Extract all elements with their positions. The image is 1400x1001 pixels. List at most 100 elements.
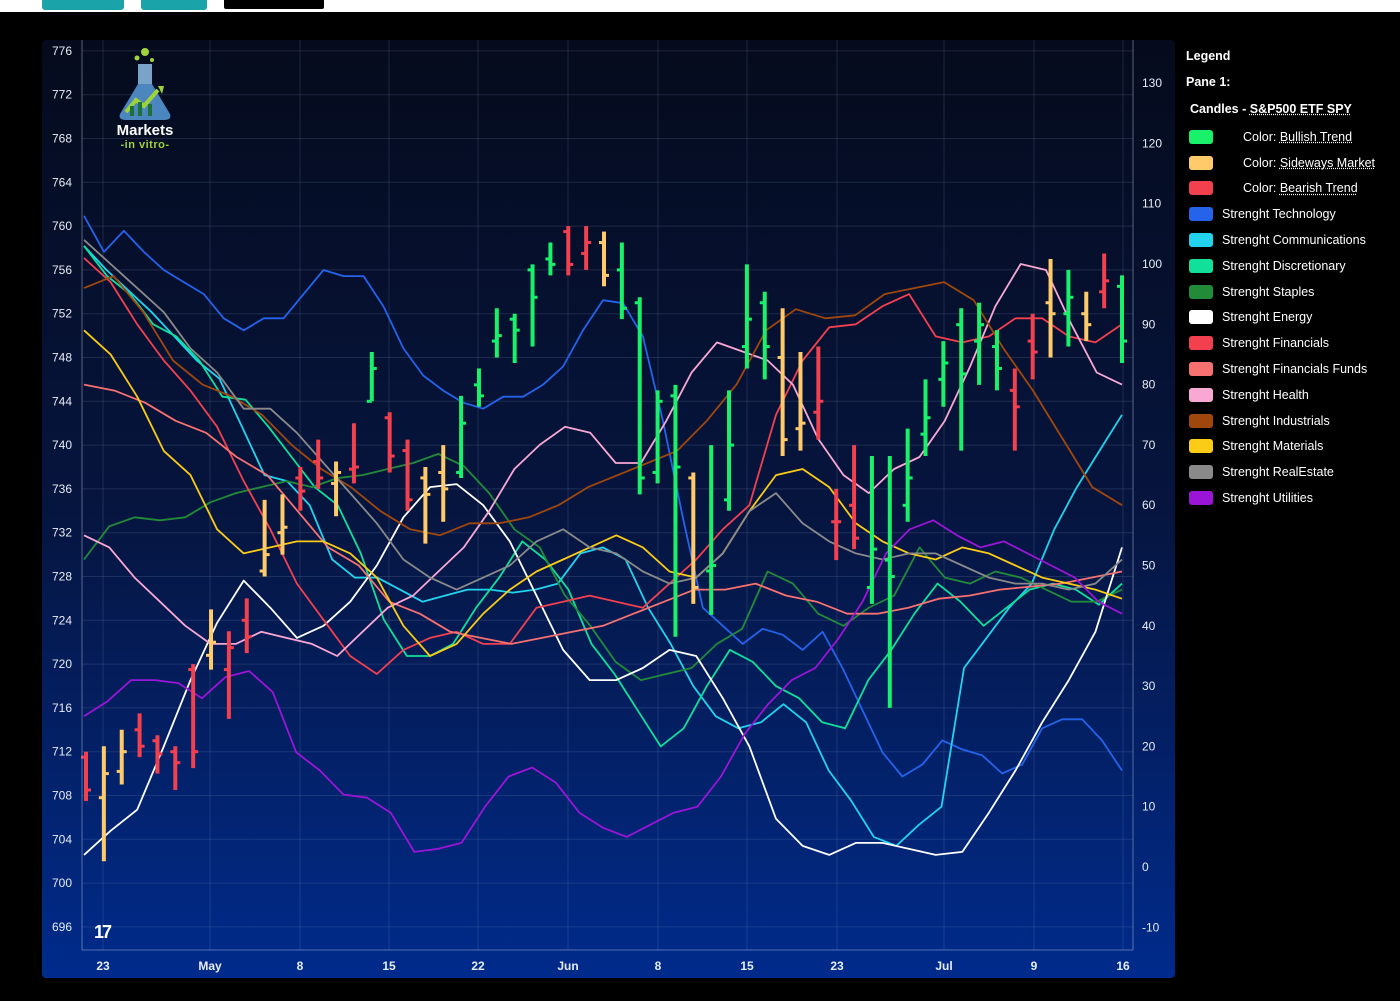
y-right-tick-label: 120 bbox=[1142, 136, 1162, 150]
legend-swatch bbox=[1189, 310, 1213, 325]
candle-bear bbox=[1009, 368, 1020, 451]
candle-side bbox=[777, 308, 788, 457]
legend-item-strenght-staples[interactable]: Strenght Staples bbox=[1186, 279, 1400, 305]
legend-item-strenght-health[interactable]: Strenght Health bbox=[1186, 382, 1400, 408]
flask-icon bbox=[119, 48, 171, 120]
candle-bull bbox=[545, 242, 556, 276]
y-left-tick-label: 740 bbox=[52, 438, 72, 452]
candle-bear bbox=[134, 713, 145, 758]
legend-item-label: Strenght Industrials bbox=[1222, 413, 1330, 428]
legend-item-strenght-utilities[interactable]: Strenght Utilities bbox=[1186, 485, 1400, 511]
y-left-tick-label: 720 bbox=[52, 657, 72, 671]
legend-candles-symbol: S&P500 ETF SPY bbox=[1249, 102, 1352, 116]
candle-bear bbox=[348, 423, 359, 484]
y-left-tick-label: 760 bbox=[52, 219, 72, 233]
legend-item-strenght-communications[interactable]: Strenght Communications bbox=[1186, 227, 1400, 253]
y-left-tick-label: 768 bbox=[52, 132, 72, 146]
legend-item-strenght-financials[interactable]: Strenght Financials bbox=[1186, 330, 1400, 356]
candle-bear bbox=[384, 412, 395, 473]
y-left-tick-label: 772 bbox=[52, 88, 72, 102]
candle-bull bbox=[706, 445, 717, 615]
candle-side bbox=[438, 445, 449, 522]
legend-candle-color-text: Color: Bullish Trend bbox=[1222, 130, 1352, 144]
legend-item-label: Strenght Materials bbox=[1222, 439, 1324, 454]
legend-item-strenght-financials-funds[interactable]: Strenght Financials Funds bbox=[1186, 356, 1400, 382]
x-tick-label: 15 bbox=[740, 959, 754, 973]
candle-bull bbox=[938, 341, 949, 407]
legend-item-strenght-energy[interactable]: Strenght Energy bbox=[1186, 305, 1400, 331]
legend-swatch bbox=[1189, 207, 1213, 222]
legend-color-label: Bullish Trend bbox=[1279, 129, 1353, 144]
candle-bear bbox=[563, 226, 574, 276]
candle-bear bbox=[402, 439, 413, 511]
legend-item-label: Strenght Financials Funds bbox=[1222, 362, 1368, 377]
legend-swatch bbox=[1189, 439, 1213, 454]
legend-color-prefix: Color: bbox=[1243, 155, 1280, 170]
y-right-tick-label: 70 bbox=[1142, 438, 1156, 452]
y-left-tick-label: 724 bbox=[52, 613, 72, 627]
y-left-tick-label: 716 bbox=[52, 701, 72, 715]
y-left-tick-label: 744 bbox=[52, 394, 72, 408]
series-line-strenght-financials-funds bbox=[83, 383, 1123, 645]
y-right-tick-label: 130 bbox=[1142, 76, 1162, 90]
legend-color-label: Bearish Trend bbox=[1279, 181, 1358, 196]
candle-bear bbox=[223, 631, 234, 719]
legend-item-strenght-realestate[interactable]: Strenght RealEstate bbox=[1186, 459, 1400, 485]
candle-bull bbox=[974, 302, 985, 385]
legend-color-label: Sideways Market bbox=[1279, 155, 1376, 170]
x-tick-label: 9 bbox=[1031, 959, 1038, 973]
toolbar-button-1[interactable] bbox=[42, 0, 124, 10]
y-left-tick-label: 704 bbox=[52, 832, 72, 846]
legend-item-strenght-industrials[interactable]: Strenght Industrials bbox=[1186, 408, 1400, 434]
candle-bull bbox=[759, 291, 770, 380]
tradingview-logo[interactable]: 17 bbox=[94, 922, 112, 942]
candle-bull bbox=[473, 368, 484, 407]
candle-bull bbox=[366, 352, 377, 403]
legend-swatch bbox=[1189, 413, 1213, 428]
chart-panel[interactable]: 776 772 768 764 760 756 752 748 744 740 736 732 728 7… bbox=[42, 40, 1175, 978]
candle-bull bbox=[670, 384, 681, 637]
legend-swatch bbox=[1189, 181, 1213, 196]
legend-swatch bbox=[1189, 258, 1213, 273]
candle-bull bbox=[456, 395, 467, 478]
y-right-tick-label: 40 bbox=[1142, 619, 1156, 633]
y-left-tick-label: 756 bbox=[52, 263, 72, 277]
x-tick-label: 8 bbox=[655, 959, 662, 973]
legend-swatch bbox=[1189, 284, 1213, 299]
legend-candle-color-sideways-market: Color: Sideways Market bbox=[1186, 150, 1400, 176]
candle-bull bbox=[724, 390, 735, 511]
y-right-tick-label: 90 bbox=[1142, 317, 1156, 331]
candle-side bbox=[277, 494, 288, 555]
legend-item-strenght-materials[interactable]: Strenght Materials bbox=[1186, 434, 1400, 460]
candle-side bbox=[1045, 258, 1056, 358]
legend-item-label: Strenght Discretionary bbox=[1222, 258, 1346, 273]
chart-svg[interactable]: 776 772 768 764 760 756 752 748 744 740 736 732 728 7… bbox=[42, 40, 1175, 978]
candle-bull bbox=[652, 390, 663, 484]
y-left-tick-label: 748 bbox=[52, 351, 72, 365]
candle-bull bbox=[491, 308, 502, 358]
candle-bear bbox=[849, 445, 860, 550]
candle-bear bbox=[241, 598, 252, 654]
x-tick-label: Jun bbox=[557, 959, 578, 973]
legend-candle-color-bullish-trend: Color: Bullish Trend bbox=[1186, 124, 1400, 150]
legend-candle-color-text: Color: Sideways Market bbox=[1222, 156, 1375, 170]
toolbar-button-3[interactable] bbox=[223, 0, 325, 10]
y-right-tick-label: 50 bbox=[1142, 559, 1156, 573]
series-line-strenght-financials bbox=[83, 257, 1123, 675]
series-line-strenght-discretionary bbox=[83, 245, 1123, 748]
toolbar-button-2[interactable] bbox=[141, 0, 207, 10]
candle-bear bbox=[188, 664, 199, 769]
legend-item-strenght-discretionary[interactable]: Strenght Discretionary bbox=[1186, 253, 1400, 279]
candle-side bbox=[795, 352, 806, 451]
candle-side bbox=[206, 609, 217, 670]
y-right-tick-label: 80 bbox=[1142, 378, 1156, 392]
legend-item-strenght-technology[interactable]: Strenght Technology bbox=[1186, 201, 1400, 227]
legend-swatch bbox=[1189, 155, 1213, 170]
y-right-tick-label: 110 bbox=[1142, 197, 1161, 211]
x-tick-label: 22 bbox=[471, 959, 485, 973]
candle-bull bbox=[884, 456, 895, 708]
candle-bull bbox=[902, 428, 913, 522]
series-line-strenght-technology bbox=[83, 215, 1123, 778]
y-left-tick-label: 764 bbox=[52, 175, 72, 189]
candle-bear bbox=[831, 488, 842, 561]
